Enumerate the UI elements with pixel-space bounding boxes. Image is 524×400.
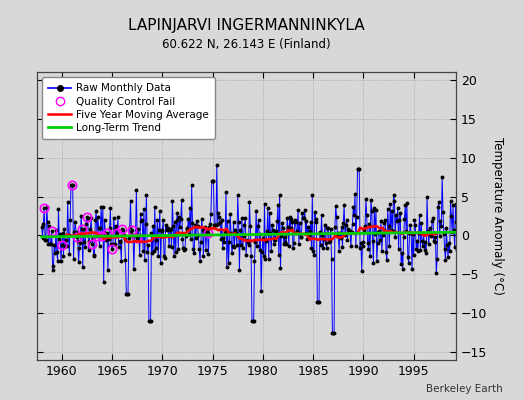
Text: LAPINJARVI INGERMANNINKYLA: LAPINJARVI INGERMANNINKYLA — [128, 18, 365, 33]
Y-axis label: Temperature Anomaly (°C): Temperature Anomaly (°C) — [491, 137, 504, 295]
Text: Berkeley Earth: Berkeley Earth — [427, 384, 503, 394]
Text: 60.622 N, 26.143 E (Finland): 60.622 N, 26.143 E (Finland) — [162, 38, 331, 51]
Legend: Raw Monthly Data, Quality Control Fail, Five Year Moving Average, Long-Term Tren: Raw Monthly Data, Quality Control Fail, … — [42, 77, 215, 139]
